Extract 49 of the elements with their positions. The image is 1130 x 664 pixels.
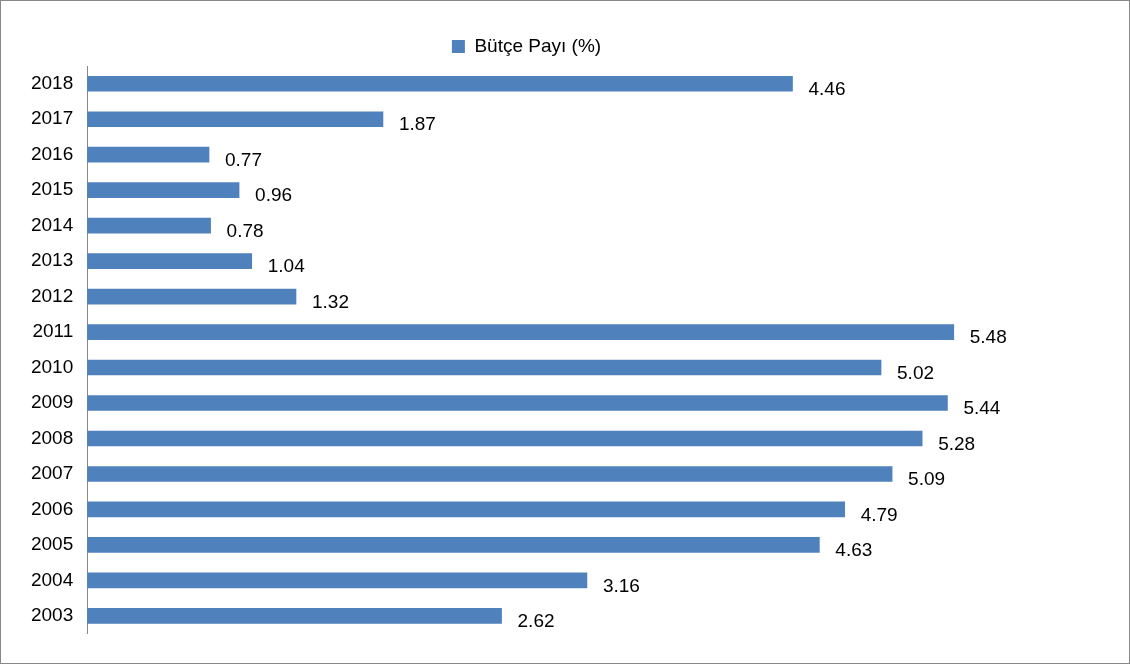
y-tick-label: 2006 <box>30 497 74 519</box>
y-tick-label: 2013 <box>30 249 74 271</box>
data-label: 4.79 <box>860 503 898 525</box>
bar <box>87 253 253 269</box>
bar <box>87 75 793 92</box>
bar <box>87 395 948 411</box>
bar <box>87 608 502 624</box>
bar <box>87 501 845 518</box>
y-tick-label: 2017 <box>30 107 74 129</box>
data-label: 2.62 <box>517 610 555 632</box>
bar <box>87 537 820 553</box>
bar <box>87 430 923 447</box>
y-tick-label: 2005 <box>30 533 74 555</box>
y-tick-label: 2003 <box>30 604 74 626</box>
bar <box>87 182 240 198</box>
data-label: 5.02 <box>897 361 935 383</box>
bar <box>87 572 588 589</box>
bar <box>87 466 893 482</box>
y-tick-label: 2018 <box>30 71 74 93</box>
y-tick-label: 2014 <box>30 213 74 235</box>
data-label: 3.16 <box>602 574 640 596</box>
bar <box>87 146 210 163</box>
data-label: 5.28 <box>938 432 976 454</box>
y-tick-label: 2015 <box>30 178 74 200</box>
y-tick-label: 2012 <box>30 284 74 306</box>
data-label: 1.32 <box>311 290 349 312</box>
bar <box>87 324 955 340</box>
y-tick-label: 2004 <box>30 568 74 590</box>
data-label: 4.46 <box>808 77 846 99</box>
y-tick-label: 2008 <box>30 426 74 448</box>
legend-label: Bütçe Payı (%) <box>474 34 602 56</box>
data-label: 4.63 <box>835 539 873 561</box>
data-label: 5.44 <box>963 397 1001 419</box>
bar <box>87 288 297 305</box>
data-label: 1.87 <box>398 113 436 135</box>
data-label: 0.77 <box>225 148 263 170</box>
y-tick-label: 2007 <box>30 462 74 484</box>
y-tick-label: 2011 <box>32 320 74 342</box>
y-tick-label: 2010 <box>30 355 74 377</box>
y-tick-label: 2016 <box>30 142 74 164</box>
bar <box>87 217 211 234</box>
y-tick-label: 2009 <box>30 391 74 413</box>
bar <box>87 359 882 376</box>
data-label: 5.48 <box>969 326 1007 348</box>
data-label: 0.96 <box>255 184 293 206</box>
data-label: 5.09 <box>908 468 946 490</box>
data-label: 1.04 <box>267 255 306 277</box>
data-label: 0.78 <box>226 219 264 241</box>
bar <box>87 111 384 128</box>
